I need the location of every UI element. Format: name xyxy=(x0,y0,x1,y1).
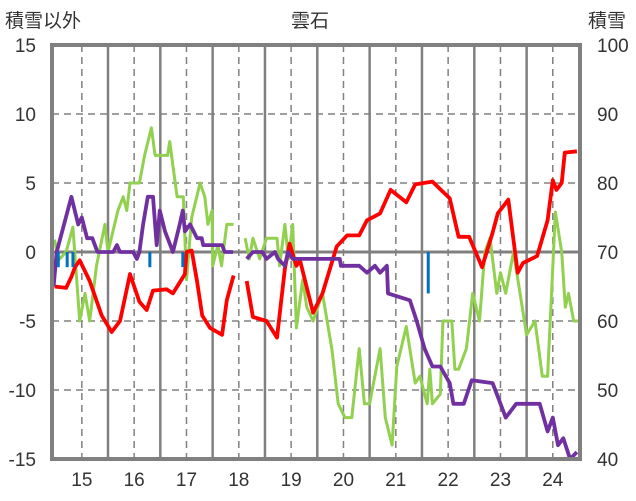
x-tick: 15 xyxy=(71,470,92,491)
x-tick: 22 xyxy=(438,470,459,491)
y-tick-left: -5 xyxy=(19,312,36,333)
y-tick-right: 50 xyxy=(597,381,618,402)
series-line-red xyxy=(54,248,236,337)
x-tick: 24 xyxy=(542,470,564,491)
bar-blue xyxy=(71,252,75,268)
bar-blue xyxy=(65,252,69,268)
x-tick: 16 xyxy=(124,470,145,491)
grid xyxy=(52,44,580,460)
y-tick-left: 10 xyxy=(15,105,36,126)
y-tick-left: 5 xyxy=(25,174,36,195)
plot-border xyxy=(50,43,582,461)
y-tick-right: 40 xyxy=(597,450,618,471)
series-line-purple xyxy=(245,250,579,461)
left-axis-label: 積雪以外 xyxy=(5,10,81,32)
bar-blue xyxy=(148,252,152,268)
x-tick: 23 xyxy=(490,470,511,491)
x-tick: 21 xyxy=(385,470,406,491)
bar-blue xyxy=(56,252,60,268)
y-tick-left: -15 xyxy=(9,450,36,471)
y-tick-right: 60 xyxy=(597,312,618,333)
x-tick: 19 xyxy=(281,470,302,491)
y-tick-right: 80 xyxy=(597,174,618,195)
series-line-green xyxy=(53,126,234,323)
right-axis-label: 積雪 xyxy=(588,10,626,32)
x-tick: 17 xyxy=(176,470,197,491)
series-layer xyxy=(51,126,579,461)
y-tick-right: 70 xyxy=(597,243,618,264)
y-tick-left: -10 xyxy=(9,381,36,402)
x-tick: 18 xyxy=(228,470,249,491)
y-tick-right: 90 xyxy=(597,105,618,126)
chart-title: 雲石 xyxy=(291,11,329,32)
series-line-green xyxy=(243,210,578,447)
x-tick: 20 xyxy=(333,470,354,491)
y-tick-left: 0 xyxy=(25,243,36,264)
y-tick-right: 100 xyxy=(597,36,629,57)
series-line-purple xyxy=(51,194,234,287)
bar-blue xyxy=(181,252,185,268)
bar-blue xyxy=(426,252,430,294)
y-tick-left: 15 xyxy=(15,36,36,57)
